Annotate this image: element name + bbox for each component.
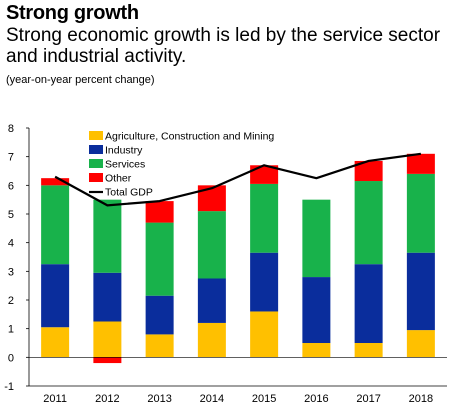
bar-segment <box>250 252 279 312</box>
bar-segment <box>197 322 226 358</box>
bar-segment <box>145 295 174 335</box>
bar-segment <box>302 277 331 343</box>
legend-label: Other <box>105 173 132 185</box>
total-gdp-line <box>54 152 422 207</box>
bar-segment <box>41 264 70 328</box>
bar-segment <box>302 199 331 278</box>
y-tick-label: 0 <box>8 352 14 364</box>
chart-legend: Agriculture, Construction and Mining Indu… <box>89 131 274 199</box>
plot-area: -1 0 1 2 3 4 5 6 7 8 2011 2012 2013 2014 2015 2016 2017 2… <box>4 123 447 405</box>
bar-segment <box>354 160 383 182</box>
x-tick-label: 2014 <box>200 393 224 405</box>
x-tick-label: 2018 <box>409 393 433 405</box>
y-tick-label: 5 <box>8 209 14 221</box>
bar-segment <box>41 327 70 358</box>
legend-label: Agriculture, Construction and Mining <box>105 131 274 143</box>
bar-segment <box>41 185 70 265</box>
bar-segment <box>145 334 174 358</box>
bar-segment <box>250 165 279 184</box>
y-tick-label: 2 <box>8 295 14 307</box>
bar-segment <box>354 264 383 343</box>
bar-segment <box>406 330 435 358</box>
bar-segment <box>406 252 435 331</box>
bar-segment <box>354 343 383 358</box>
y-tick-label: 7 <box>8 152 14 164</box>
bar-segment <box>250 311 279 358</box>
legend-label: Total GDP <box>105 187 153 199</box>
y-tick-label: 1 <box>8 324 14 336</box>
bar-segment <box>250 183 279 253</box>
bar-segment <box>197 211 226 279</box>
bar-segment <box>197 278 226 323</box>
chart-title: Strong growth <box>6 2 139 24</box>
legend-label: Industry <box>105 145 143 157</box>
legend-swatch <box>89 131 103 140</box>
bar-segment <box>41 178 70 186</box>
x-tick-label: 2017 <box>356 393 380 405</box>
bar-segment <box>93 321 122 358</box>
y-tick-label: 3 <box>8 266 14 278</box>
y-tick-label: 4 <box>8 238 14 250</box>
x-tick-label: 2016 <box>304 393 328 405</box>
bar-segment <box>302 343 331 358</box>
x-tick-label: 2012 <box>95 393 119 405</box>
bar-segment <box>93 357 122 364</box>
y-tick-label: -1 <box>4 381 14 393</box>
x-tick-label: 2015 <box>252 393 276 405</box>
units-note: (year-on-year percent change) <box>6 74 155 86</box>
y-tick-label: 6 <box>8 180 14 192</box>
legend-swatch <box>89 145 103 154</box>
legend-label: Services <box>105 159 145 171</box>
bar-segment <box>406 153 435 174</box>
x-tick-label: 2011 <box>43 393 67 405</box>
legend-swatch <box>89 173 103 182</box>
bar-segment <box>406 173 435 253</box>
legend-swatch <box>89 159 103 168</box>
y-tick-label: 8 <box>8 123 14 135</box>
x-tick-label: 2013 <box>147 393 171 405</box>
bar-segment <box>354 181 383 265</box>
chart-subtitle: Strong economic growth is led by the ser… <box>6 25 441 67</box>
bar-segment <box>145 201 174 223</box>
bar-segment <box>93 272 122 322</box>
bar-segment <box>93 199 122 273</box>
bar-segment <box>145 222 174 296</box>
